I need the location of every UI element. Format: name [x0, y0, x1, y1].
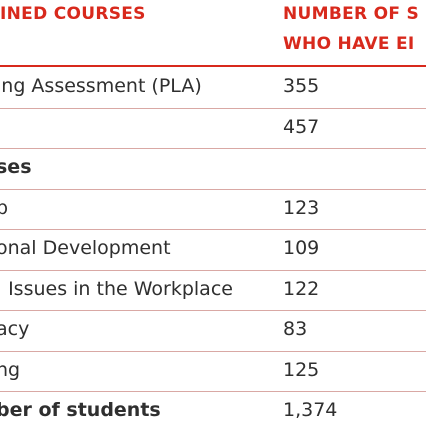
header-col2-line2: WHO HAVE EI [283, 34, 415, 54]
row-count: 125 [283, 358, 320, 381]
row-count: 122 [283, 277, 320, 300]
row-rule [0, 188, 426, 190]
row-count: 123 [283, 196, 320, 219]
row-rule [0, 269, 426, 271]
row-label: . Issues in the Workplace [0, 277, 233, 300]
row-label: p [0, 196, 9, 219]
row-rule [0, 391, 426, 392]
row-label: ber of students [0, 399, 161, 422]
header-rule [0, 65, 426, 67]
row-count: 457 [283, 115, 320, 138]
header-col2-line1: NUMBER OF S [283, 4, 420, 24]
row-label: ses [0, 156, 32, 179]
row-rule [0, 148, 426, 149]
row-rule [0, 229, 426, 230]
row-rule [0, 107, 426, 109]
row-label: onal Development [0, 237, 171, 260]
row-count: 83 [283, 318, 308, 341]
row-count: 109 [283, 237, 320, 260]
row-rule [0, 350, 426, 352]
row-count: 1,374 [283, 399, 338, 422]
row-count: 355 [283, 75, 320, 98]
row-label: acy [0, 318, 30, 341]
header-col1: INED COURSES [0, 4, 146, 24]
row-label: ing Assessment (PLA) [0, 75, 202, 98]
row-rule [0, 310, 426, 311]
row-label: ng [0, 358, 21, 381]
